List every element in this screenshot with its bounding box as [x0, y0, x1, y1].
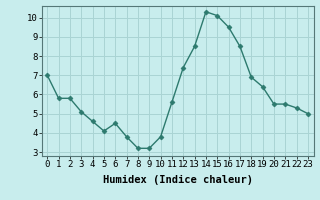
X-axis label: Humidex (Indice chaleur): Humidex (Indice chaleur) — [103, 175, 252, 185]
